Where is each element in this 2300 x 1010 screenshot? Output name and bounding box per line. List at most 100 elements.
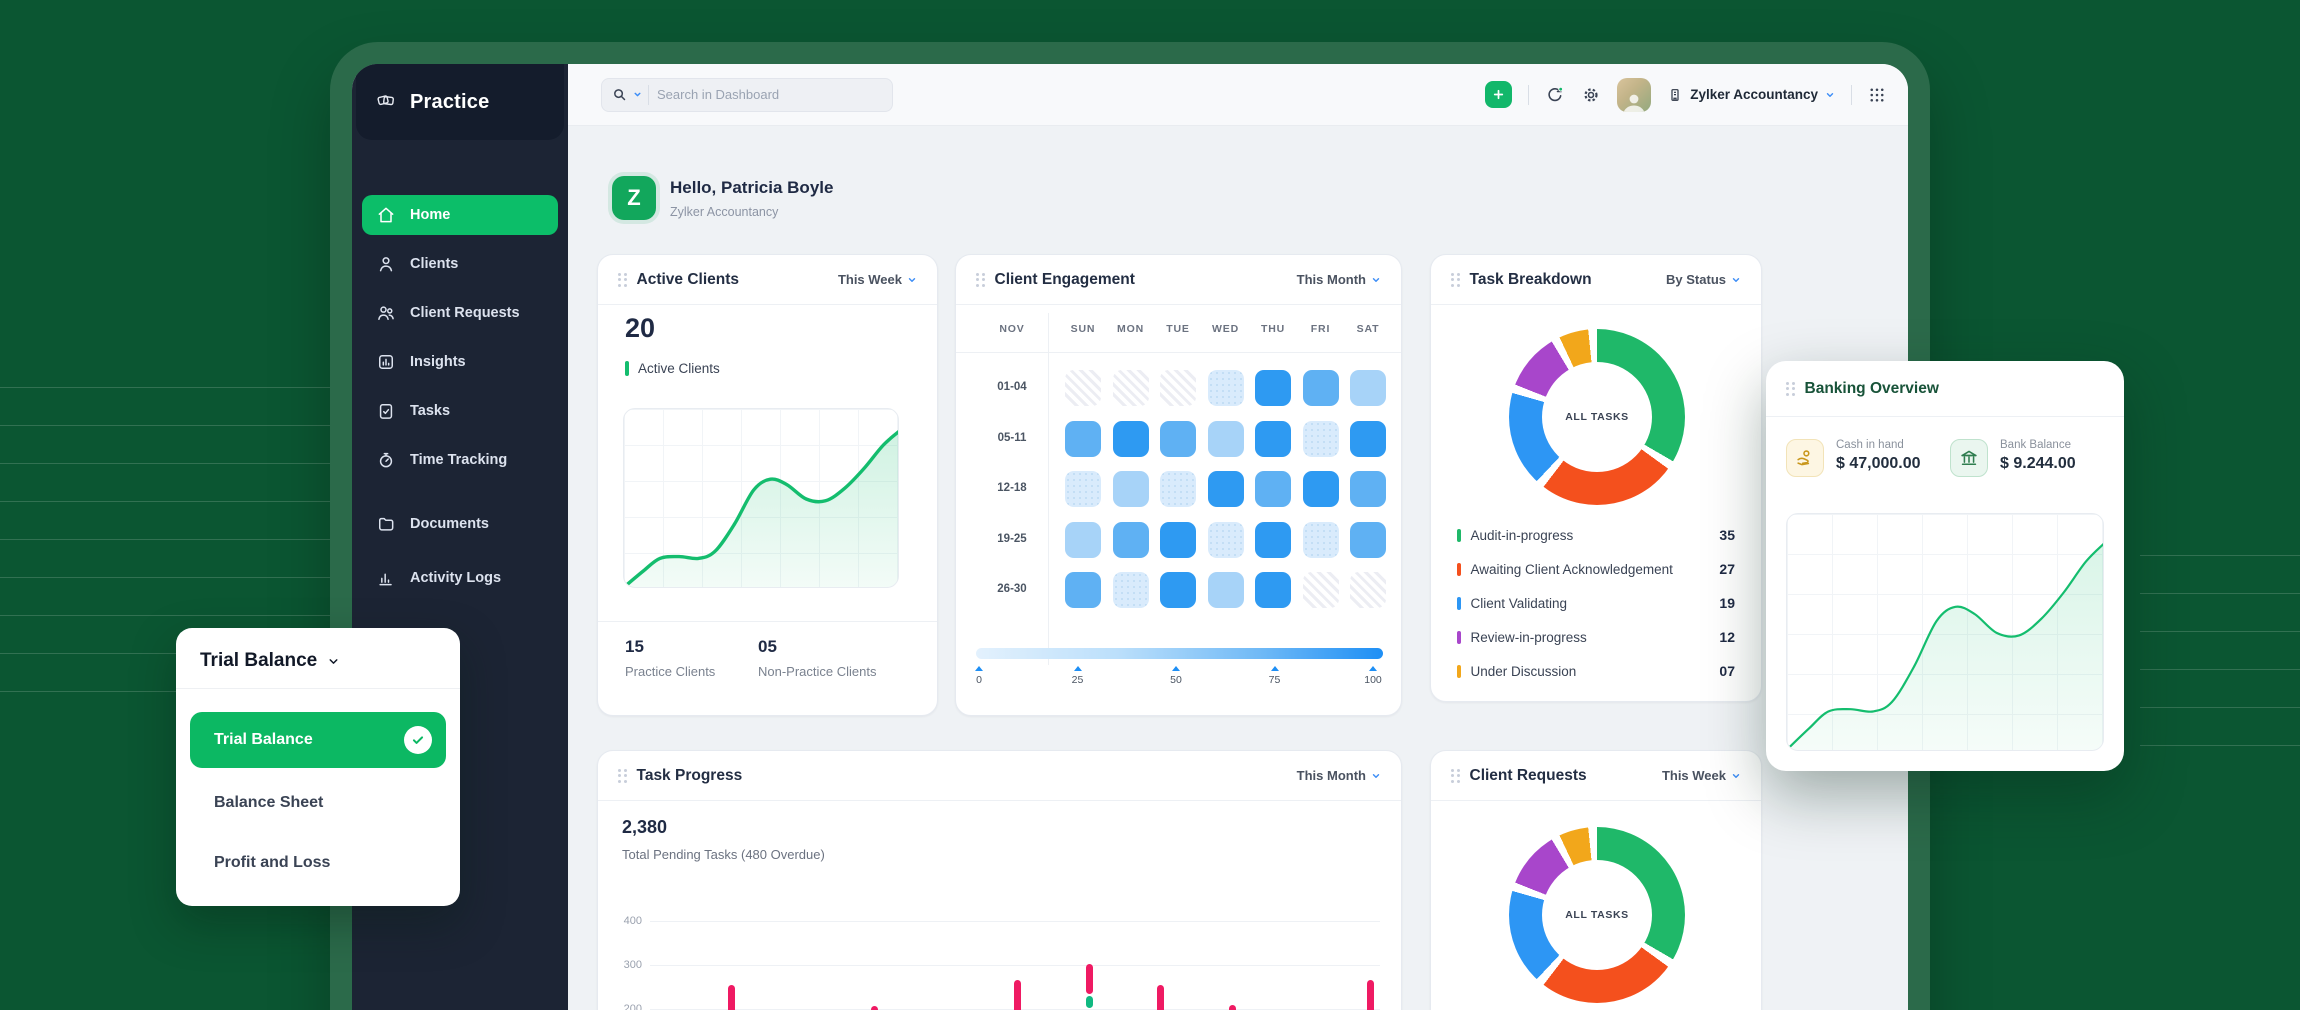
search-scope-chevron-icon[interactable] [633, 90, 642, 99]
sidebar-item-time-tracking[interactable]: Time Tracking [362, 440, 558, 480]
refresh-icon[interactable] [1545, 85, 1565, 105]
heatmap-cell [1160, 370, 1196, 406]
scale-marker-icon [1074, 666, 1082, 671]
period-dropdown[interactable]: This Month [1297, 272, 1381, 287]
sidebar-item-clients[interactable]: Clients [362, 244, 558, 284]
chart-gridline [650, 921, 1380, 922]
chevron-down-icon [1371, 275, 1381, 285]
bg-line [2140, 555, 2300, 556]
y-axis-tick: 300 [598, 959, 642, 971]
period-dropdown[interactable]: This Week [838, 272, 917, 287]
settings-gear-icon[interactable] [1581, 85, 1601, 105]
drag-handle-icon[interactable] [1451, 769, 1460, 783]
sidebar-item-insights[interactable]: Insights [362, 342, 558, 382]
heatmap-cell [1255, 370, 1291, 406]
heatmap-cell [1160, 421, 1196, 457]
heatmap-cell [1113, 471, 1149, 507]
sidebar-item-home[interactable]: Home [362, 195, 558, 235]
app-logo[interactable]: Practice [356, 64, 564, 140]
insights-icon [376, 352, 396, 372]
practice-clients-value: 15 [625, 637, 715, 657]
drag-handle-icon[interactable] [618, 769, 627, 783]
quick-add-button[interactable] [1485, 81, 1512, 108]
org-switcher[interactable]: Zylker Accountancy [1667, 87, 1835, 103]
chevron-down-icon [327, 655, 340, 668]
client-engagement-card: Client Engagement This Month NOV SUNMONT… [955, 254, 1402, 716]
heatmap-cell [1065, 522, 1101, 558]
legend-item: Under Discussion07 [1457, 663, 1735, 679]
heatmap-week-label: 05-11 [976, 432, 1048, 444]
client-requests-donut: ALL TASKS [1509, 827, 1685, 1003]
sidebar-item-client-requests[interactable]: Client Requests [362, 293, 558, 333]
drag-handle-icon[interactable] [1786, 382, 1795, 396]
sidebar-item-tasks[interactable]: Tasks [362, 391, 558, 431]
heatmap-cell [1303, 421, 1339, 457]
sidebar-item-label: Insights [410, 354, 466, 370]
heatmap-cell [1065, 370, 1101, 406]
legend-tick [1457, 529, 1461, 542]
heatmap-month-label: NOV [976, 323, 1048, 335]
heatmap-cell [1113, 572, 1149, 608]
legend-tick [1457, 665, 1461, 678]
legend-value: 07 [1719, 663, 1735, 679]
legend-value: 12 [1719, 629, 1735, 645]
chevron-down-icon [907, 275, 917, 285]
search-bar[interactable] [601, 78, 893, 112]
drag-handle-icon[interactable] [976, 273, 985, 287]
topbar-divider [1851, 85, 1852, 105]
heatmap-day-label: SAT [1357, 323, 1380, 335]
period-dropdown[interactable]: This Week [1662, 768, 1741, 783]
client-requests-card: Client Requests This Week ALL TASKS [1430, 750, 1762, 1010]
scale-tick-label: 0 [976, 674, 982, 686]
greeting-subtitle: Zylker Accountancy [670, 205, 778, 219]
chevron-down-icon [1371, 771, 1381, 781]
legend-tick [1457, 563, 1461, 576]
heatmap-cell [1350, 421, 1386, 457]
sidebar-item-label: Client Requests [410, 305, 520, 321]
option-trial-balance[interactable]: Trial Balance [190, 712, 446, 768]
practice-logo-icon [376, 90, 400, 114]
option-profit-and-loss[interactable]: Profit and Loss [214, 854, 330, 872]
status-dropdown[interactable]: By Status [1666, 272, 1741, 287]
bank-icon [1950, 439, 1988, 477]
active-clients-chart [623, 408, 899, 588]
banking-trend-chart [1786, 513, 2104, 751]
drag-handle-icon[interactable] [1451, 273, 1460, 287]
legend-item: Client Validating19 [1457, 595, 1735, 611]
active-clients-card: Active Clients This Week 20 Active Clien… [597, 254, 938, 716]
heatmap-cell [1113, 522, 1149, 558]
y-axis-tick: 200 [598, 1003, 642, 1010]
legend-item: Audit-in-progress35 [1457, 527, 1735, 543]
task-breakdown-donut: ALL TASKS [1509, 329, 1685, 505]
selected-check-icon [404, 726, 432, 754]
option-balance-sheet[interactable]: Balance Sheet [214, 794, 323, 812]
bg-line [0, 615, 330, 616]
active-clients-value: 20 [625, 313, 655, 344]
heatmap-cell [1065, 572, 1101, 608]
search-divider [648, 85, 649, 105]
page-background: Practice Home Clients Client Requests Insig… [0, 0, 2300, 1010]
period-dropdown[interactable]: This Month [1297, 768, 1381, 783]
heatmap-scale-bar [976, 648, 1383, 659]
search-input[interactable] [655, 86, 882, 103]
heatmap-day-label: WED [1212, 323, 1239, 335]
task-breakdown-card: Task Breakdown By Status ALL TASKS Audit… [1430, 254, 1762, 702]
heatmap-cell [1303, 522, 1339, 558]
banking-overview-card: Banking Overview Cash in hand $ 47,000.0… [1766, 361, 2124, 771]
sidebar-item-activity-logs[interactable]: Activity Logs [362, 558, 558, 598]
user-avatar[interactable] [1617, 78, 1651, 112]
report-dropdown-header[interactable]: Trial Balance [176, 628, 460, 689]
card-title: Task Breakdown [1470, 271, 1592, 289]
task-progress-card: Task Progress This Month 2,380 Total Pen… [597, 750, 1402, 1010]
sidebar-item-documents[interactable]: Documents [362, 504, 558, 544]
legend-tick [1457, 597, 1461, 610]
drag-handle-icon[interactable] [618, 273, 627, 287]
bg-line [2140, 745, 2300, 746]
heatmap-cell [1160, 522, 1196, 558]
heatmap-cell [1255, 522, 1291, 558]
report-dropdown-card: Trial Balance Trial Balance Balance Shee… [176, 628, 460, 906]
apps-grid-icon[interactable] [1868, 86, 1886, 104]
topbar: Zylker Accountancy [568, 64, 1908, 126]
donut-center-label: ALL TASKS [1509, 827, 1685, 1003]
bar [871, 1006, 878, 1010]
